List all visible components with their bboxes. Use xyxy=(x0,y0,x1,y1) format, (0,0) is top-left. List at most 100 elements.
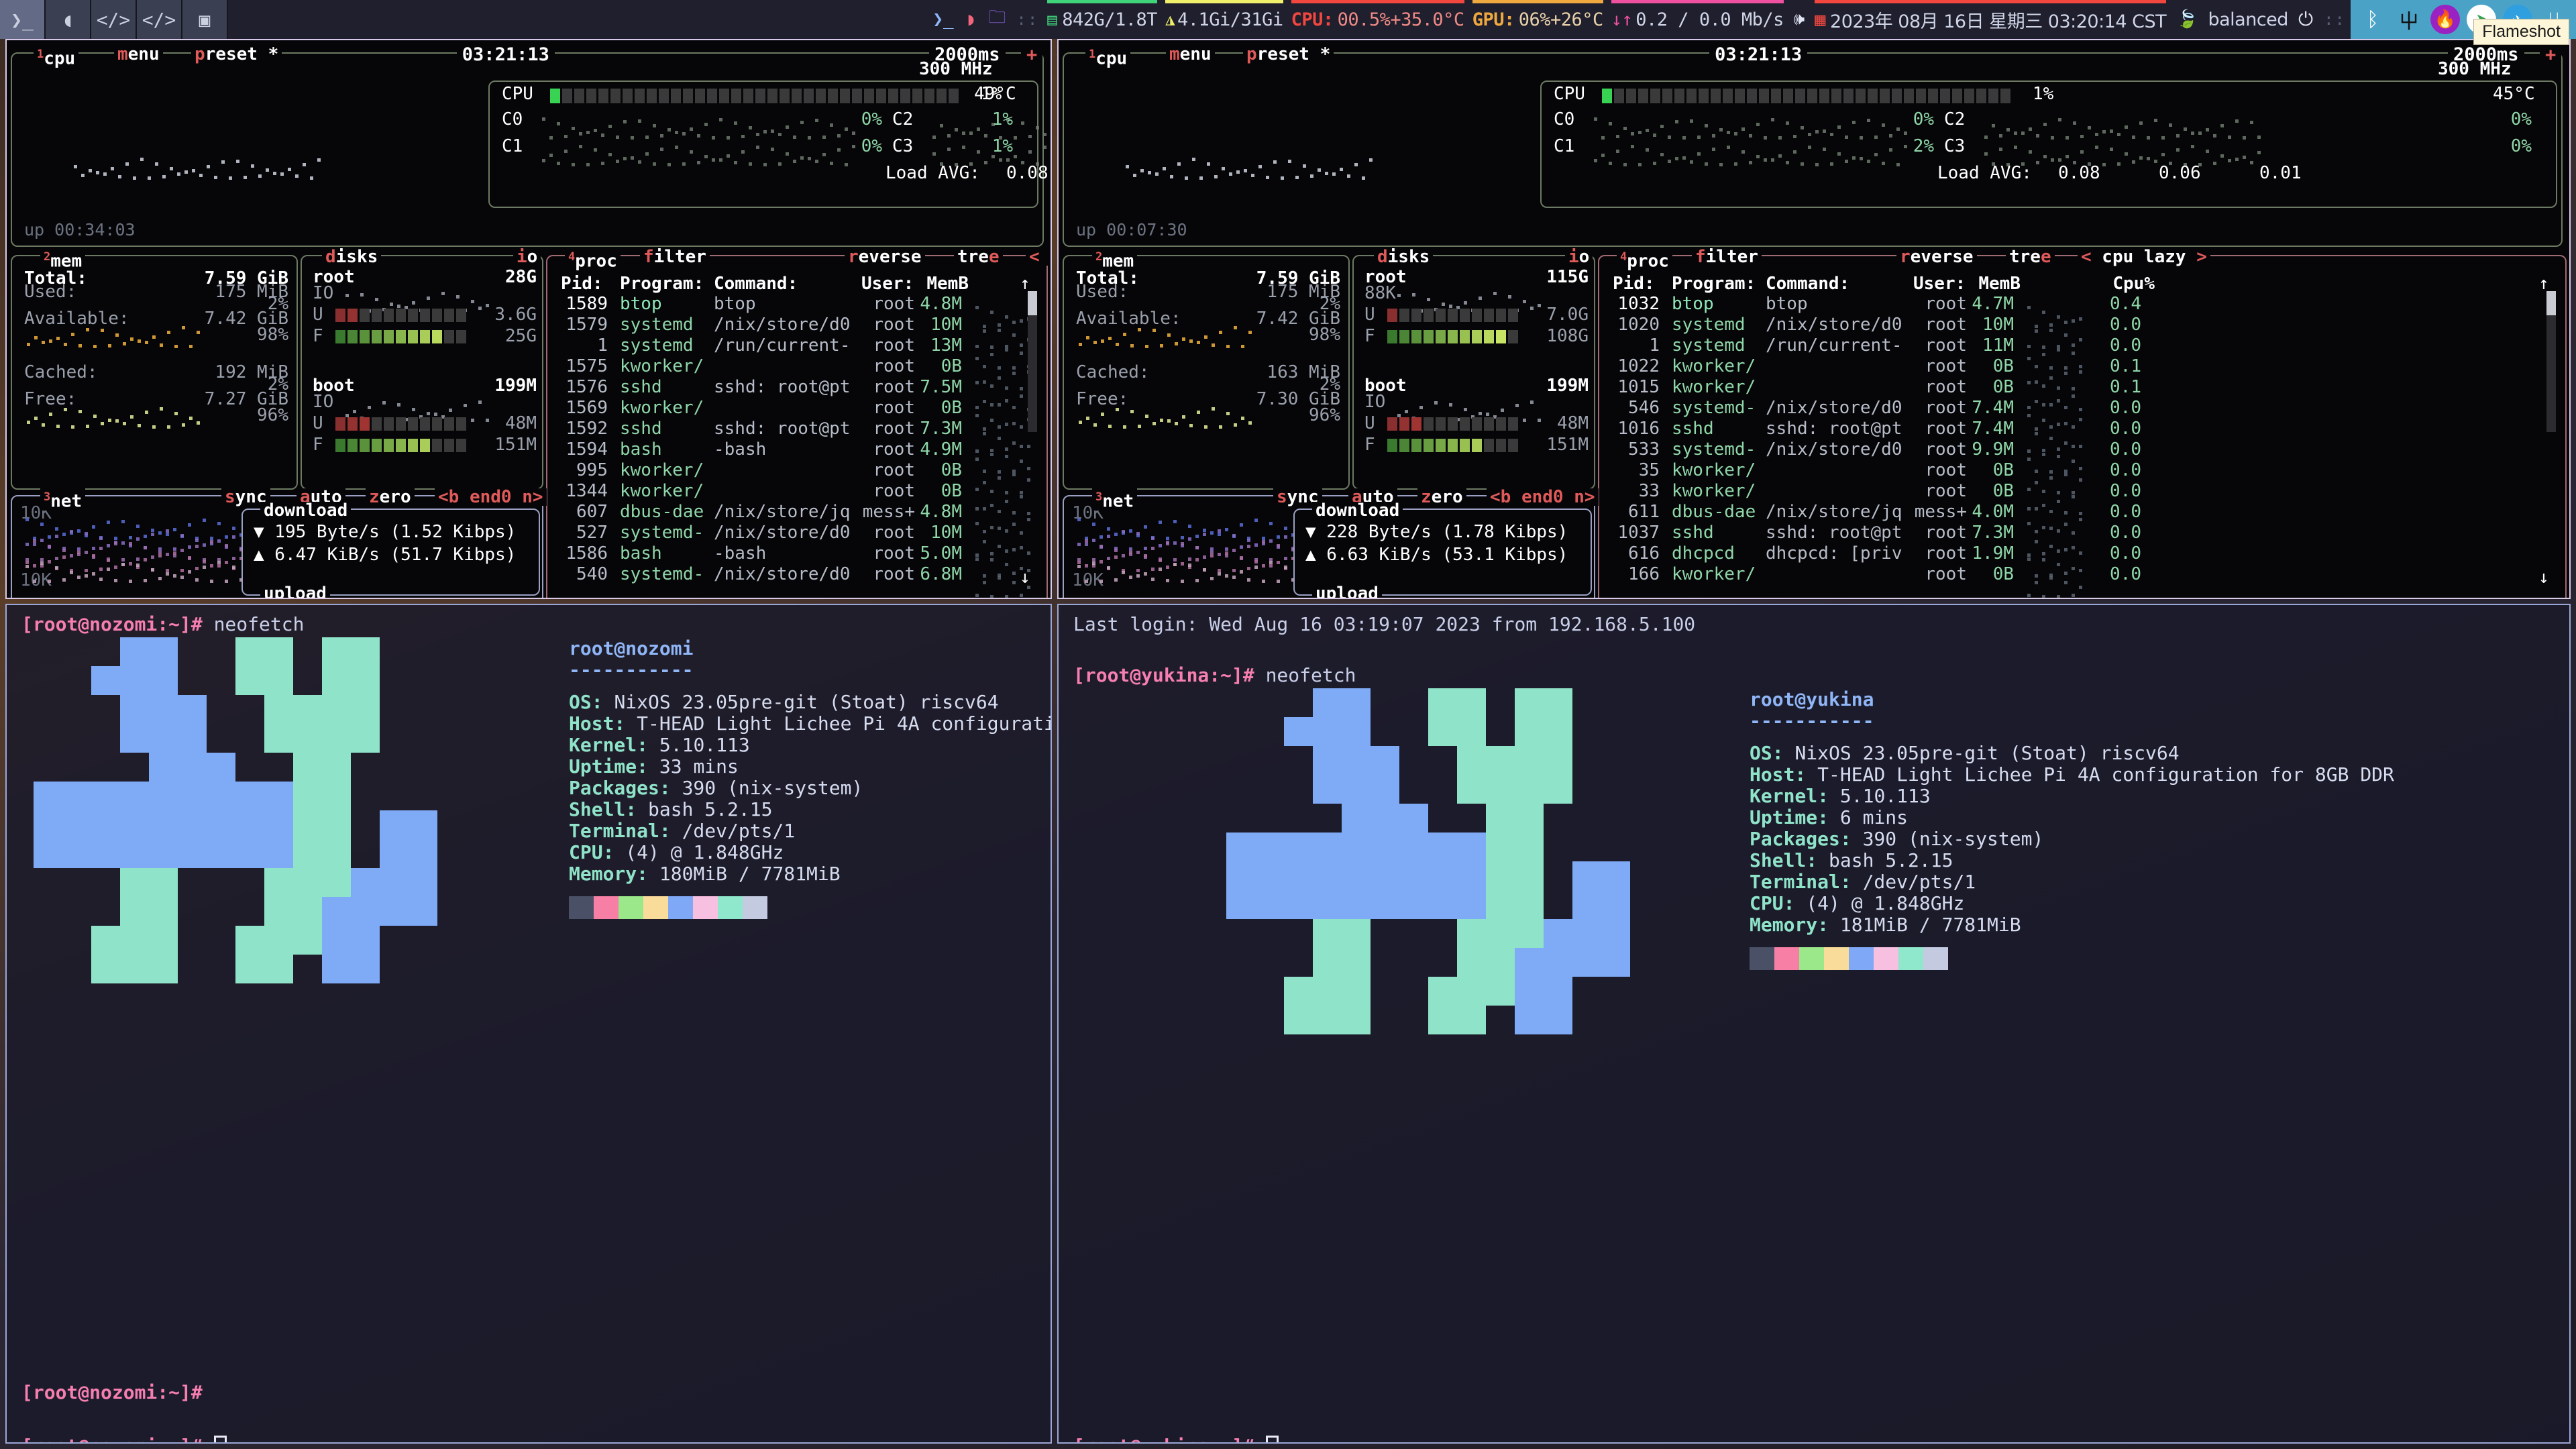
proc-scrollbar-thumb[interactable] xyxy=(1028,291,1037,315)
swatch-7 xyxy=(743,896,767,919)
cpu-preset-title[interactable]: preset * xyxy=(191,46,282,63)
proc-box-title[interactable]: 4proc xyxy=(565,248,621,270)
proc-scroll-down-arrow[interactable]: ↓ xyxy=(1020,568,1030,588)
cpu-update-interval[interactable]: 2000ms xyxy=(929,44,1006,65)
proc-filter-title[interactable]: filter xyxy=(1692,248,1762,266)
net-box-title[interactable]: 3net xyxy=(1092,488,1138,511)
proc-header-0[interactable]: Pid: xyxy=(561,274,603,294)
cpu-box[interactable] xyxy=(1063,52,2563,247)
code2-launcher[interactable]: </> xyxy=(137,0,182,39)
browser-status-icon[interactable]: ◗ xyxy=(965,9,977,30)
proc-header-2[interactable]: Command: xyxy=(1766,274,1850,294)
net-box[interactable] xyxy=(1063,495,1595,598)
cpu-update-interval[interactable]: 2000ms xyxy=(2448,44,2524,65)
code-launcher[interactable]: </> xyxy=(91,0,137,39)
proc-sort-arrow[interactable]: ↑ xyxy=(2538,274,2549,294)
memory-usage-module[interactable]: ◮ 4.1Gi/31Gi xyxy=(1161,0,1287,39)
proc-sort-title[interactable]: < cpu lazy > xyxy=(2078,248,2210,266)
cpu-menu-title[interactable]: menu xyxy=(1166,46,1215,63)
power-profile-module[interactable]: balanced xyxy=(2204,0,2292,39)
proc-reverse-title[interactable]: reverse xyxy=(845,248,925,266)
terminal-launcher[interactable]: ❯_ xyxy=(0,0,46,39)
cpu-box-title[interactable]: 1cpu xyxy=(1085,46,1131,68)
disks-io-title[interactable]: io xyxy=(513,248,541,266)
proc-header-1[interactable]: Program: xyxy=(1672,274,1756,294)
clock-module[interactable]: ▦ 2023年 08月 16日 星期三 03:20:14 CST xyxy=(1811,0,2170,39)
cpu-box-title[interactable]: 1cpu xyxy=(34,46,79,68)
prompt-final[interactable]: [root@yukina:~]# xyxy=(1073,1434,1279,1442)
cpu-plus-button[interactable]: + xyxy=(2540,44,2562,65)
proc-header-5[interactable]: Cpu% xyxy=(1042,274,1051,294)
proc-header-3[interactable]: User: xyxy=(861,274,914,294)
proc-filter-title[interactable]: filter xyxy=(640,248,710,266)
terminal-status-icon[interactable]: ❯_ xyxy=(932,9,954,30)
proc-header-1[interactable]: Program: xyxy=(620,274,704,294)
cpu-usage-module[interactable]: CPU: 00.5%+35.0°C xyxy=(1287,0,1468,39)
btop-panel-right[interactable]: 1cpu menu preset * 03:21:13 2000ms + up 00:07:… xyxy=(1057,39,2571,599)
btop-panel-left[interactable]: 1cpu menu preset * 03:21:13 2000ms + up 00:34:… xyxy=(5,39,1052,599)
terminal-nozomi[interactable]: [root@nozomi:~]# neofetch root@nozomi ----… xyxy=(5,604,1052,1444)
core-label-C2: C2 xyxy=(892,109,914,129)
net-zero-title[interactable]: zero xyxy=(366,488,415,506)
flameshot-icon[interactable]: 🔥 xyxy=(2429,3,2461,36)
fcitx-input-icon[interactable]: 屮 xyxy=(2399,10,2419,34)
net-interface-title[interactable]: <b end0 n> xyxy=(1487,488,1599,506)
proc-header-4[interactable]: MemB xyxy=(926,274,969,294)
proc-sort-arrow[interactable]: ↑ xyxy=(1020,274,1030,294)
disks-io-title[interactable]: io xyxy=(1565,248,1593,266)
dot-graph xyxy=(2027,431,2088,453)
proc-box-title[interactable]: 4proc xyxy=(1617,248,1672,270)
net-upload-value: ▲ 6.63 KiB/s (53.1 Kibps) xyxy=(1305,545,1568,565)
network-speed-module[interactable]: ↓↑ 0.2 / 0.0 Mb/s xyxy=(1607,0,1788,39)
disks-box-title[interactable]: disks xyxy=(1374,248,1434,266)
proc-header-5[interactable]: Cpu% xyxy=(2112,274,2155,294)
prompt-final[interactable]: [root@nozomi:~]# xyxy=(21,1434,227,1442)
cpu-plus-button[interactable]: + xyxy=(1021,44,1043,65)
separator-dots-1: :: xyxy=(1016,10,1039,29)
browser-launcher[interactable]: ◖ xyxy=(46,0,91,39)
proc-scrollbar[interactable] xyxy=(2546,291,2556,432)
proc-header-2[interactable]: Command: xyxy=(714,274,798,294)
proc-header-0[interactable]: Pid: xyxy=(1613,274,1655,294)
proc-scrollbar-thumb[interactable] xyxy=(2546,291,2556,315)
terminal-yukina[interactable]: Last login: Wed Aug 16 03:19:07 2023 fro… xyxy=(1057,604,2571,1444)
disks-box-title[interactable]: disks xyxy=(322,248,382,266)
mem-box-title[interactable]: 2mem xyxy=(1092,248,1138,270)
disks-box[interactable] xyxy=(301,255,543,490)
net-box-title[interactable]: 3net xyxy=(40,488,86,511)
cpu-menu-title[interactable]: menu xyxy=(114,46,163,63)
mem-box-title[interactable]: 2mem xyxy=(40,248,86,270)
cpu-preset-title[interactable]: preset * xyxy=(1243,46,1334,63)
proc-header-3[interactable]: User: xyxy=(1913,274,1966,294)
folder-status-icon[interactable]: 🗀 xyxy=(988,7,1006,28)
top-status-bar: ❯_ ◖ </> </> ▣ ❯_ ◗ 🗀 :: ▤ 842G/1.8T ◮ 4… xyxy=(0,0,2576,45)
display-launcher[interactable]: ▣ xyxy=(182,0,228,39)
swatch-2 xyxy=(619,896,643,919)
mem-box[interactable] xyxy=(1063,255,1350,490)
proc-scroll-down-arrow[interactable]: ↓ xyxy=(2538,568,2549,588)
proc-sort-title[interactable]: < cpu lazy > xyxy=(1026,248,1051,266)
net-interface-title[interactable]: <b end0 n> xyxy=(435,488,547,506)
disks-box[interactable] xyxy=(1352,255,1595,490)
dot-graph xyxy=(1594,144,1916,166)
proc-tree-title[interactable]: tree xyxy=(954,248,1003,266)
disk-usage-module[interactable]: ▤ 842G/1.8T xyxy=(1043,0,1161,39)
proc-scrollbar[interactable] xyxy=(1028,291,1037,432)
net-zero-title[interactable]: zero xyxy=(1417,488,1466,506)
proc-header-4[interactable]: MemB xyxy=(1978,274,2021,294)
gpu-usage-module[interactable]: GPU: 06%+26°C xyxy=(1468,0,1607,39)
status-modules: ❯_ ◗ 🗀 :: ▤ 842G/1.8T ◮ 4.1Gi/31Gi CPU: … xyxy=(926,0,2576,39)
proc-box[interactable] xyxy=(546,255,1048,598)
mem-row-label-3: Cached: xyxy=(1076,362,1150,382)
proc-mem-11: 10M xyxy=(930,523,962,543)
volume-icon[interactable]: 🕪 xyxy=(1793,9,1805,30)
power-icon[interactable]: ⏻ xyxy=(2298,8,2314,30)
proc-command-10: /nix/store/jq xyxy=(714,502,851,522)
bluetooth-icon[interactable]: ᛒ xyxy=(2367,7,2379,32)
proc-reverse-title[interactable]: reverse xyxy=(1896,248,1977,266)
mem-box[interactable] xyxy=(11,255,298,490)
net-box[interactable] xyxy=(11,495,543,598)
battery-leaf-icon[interactable]: 🍃 xyxy=(2176,9,2198,30)
dot-graph xyxy=(25,550,247,572)
proc-tree-title[interactable]: tree xyxy=(2006,248,2055,266)
